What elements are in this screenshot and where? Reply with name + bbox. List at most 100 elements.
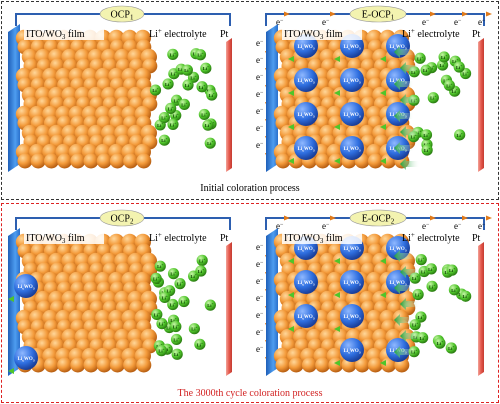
lixwo3-particle xyxy=(294,102,318,126)
panel-ocp2: OCP2 LixWO3 LixWO3 ITO/WO3 film Li+ electrol… xyxy=(8,209,232,376)
li-inserted-wedge xyxy=(288,326,294,332)
li-ion-label: Li+ xyxy=(184,67,190,73)
electron-label: e− xyxy=(478,17,486,27)
li-ion-label: Li+ xyxy=(451,287,457,293)
electron-label: e− xyxy=(256,123,264,133)
wo3-particle xyxy=(96,153,112,169)
li-migration-arrow xyxy=(394,250,414,262)
li-ion xyxy=(196,254,208,266)
electron-label: e− xyxy=(276,17,284,27)
li-ion xyxy=(156,318,168,330)
li-ion xyxy=(454,129,466,141)
li-ion-label: Li+ xyxy=(190,273,196,279)
ito-substrate xyxy=(266,228,278,376)
wo3-particle xyxy=(136,153,152,169)
lixwo3-label: LixWO3 xyxy=(17,357,34,363)
li-ion-label: Li+ xyxy=(170,317,176,323)
li-inserted-wedge xyxy=(334,90,340,96)
electron-label: e− xyxy=(256,55,264,65)
wo3-particle xyxy=(315,153,331,169)
pt-label-eocp2: Pt xyxy=(472,233,481,244)
lixwo3-label: LixWO3 xyxy=(17,285,34,291)
li-ion xyxy=(445,342,457,354)
ito-substrate xyxy=(266,24,278,172)
li-ion-label: Li+ xyxy=(430,95,436,101)
pt-electrode xyxy=(226,38,232,172)
panel-eocp1: E-OCP1 e− e− e− e− e− e− e− e− e− e− e− e− LixWO3 LixW… xyxy=(256,5,492,172)
electron-label: e− xyxy=(322,17,330,27)
li-ion xyxy=(165,102,177,114)
li-ion xyxy=(167,118,179,131)
li-ion-label: Li+ xyxy=(166,288,172,294)
li-inserted-wedge xyxy=(288,90,294,96)
li-ion-label: Li+ xyxy=(441,54,447,60)
pt-label-ocp1: Pt xyxy=(220,29,229,40)
pt-electrode xyxy=(226,242,232,376)
electron-label: e− xyxy=(422,221,430,231)
film-label-ocp2: ITO/WO3 film xyxy=(26,233,85,245)
bubble-eocp1 xyxy=(349,5,407,23)
panel-eocp2: E-OCP2 e− e− e− e− e− e− e− e− e− e− e− e− LixWO3 LixW… xyxy=(256,209,492,376)
electron-label: e− xyxy=(322,221,330,231)
li-inserted-wedge xyxy=(334,124,340,130)
li-ion-label: Li+ xyxy=(173,112,179,118)
li-ion xyxy=(415,311,427,323)
li-ion-label: Li+ xyxy=(170,51,176,57)
li-ion-label: Li+ xyxy=(170,271,176,277)
caption-initial-coloration: Initial coloration process xyxy=(200,183,300,194)
electron-label: e− xyxy=(256,38,264,48)
li-migration-arrow xyxy=(400,126,420,138)
li-ion xyxy=(420,64,432,76)
li-ion-label: Li+ xyxy=(424,147,430,153)
li-inserted-wedge xyxy=(380,360,386,366)
lixwo3-particle xyxy=(294,68,318,92)
li-ion xyxy=(170,333,183,346)
li-ion-label: Li+ xyxy=(423,132,429,138)
li-ion-label: Li+ xyxy=(418,314,424,320)
li-ion-label: Li+ xyxy=(457,132,463,138)
li-ion-label: Li+ xyxy=(412,322,418,328)
ito-substrate xyxy=(8,24,20,172)
li-migration-arrow xyxy=(394,346,414,358)
electron-label: e− xyxy=(256,293,264,303)
li-migration-arrow xyxy=(394,282,414,294)
li-ion-label: Li+ xyxy=(205,122,211,128)
li-ion xyxy=(414,52,426,64)
li-ion-label: Li+ xyxy=(161,115,167,121)
li-ion-label: Li+ xyxy=(170,302,176,308)
li-inserted-wedge xyxy=(334,56,340,62)
li-ion xyxy=(167,48,179,60)
wo3-particle xyxy=(83,153,99,169)
li-migration-arrow xyxy=(394,46,414,58)
lixwo3-label: LixWO3 xyxy=(297,79,314,85)
li-migration-arrow xyxy=(394,142,414,154)
electron-arrow xyxy=(284,11,290,17)
lixwo3-label: LixWO3 xyxy=(343,45,360,51)
li-ion-label: Li+ xyxy=(207,140,213,146)
li-ion-label: Li+ xyxy=(449,267,455,273)
electron-arrow xyxy=(462,215,468,221)
li-ion-label: Li+ xyxy=(171,71,177,77)
li-ion-label: Li+ xyxy=(181,101,187,107)
lixwo3-label: LixWO3 xyxy=(343,147,360,153)
li-ion-label: Li+ xyxy=(165,81,171,87)
wo3-particle xyxy=(123,153,139,169)
li-ion-label: Li+ xyxy=(168,105,174,111)
li-inserted-wedge xyxy=(8,296,14,302)
wo3-particle xyxy=(57,357,73,373)
li-ion xyxy=(420,129,433,141)
electrolyte-label-eocp1: Li+ electrolyte xyxy=(402,27,460,40)
li-ion-label: Li+ xyxy=(462,70,468,76)
li-ion xyxy=(434,337,446,349)
wo3-particle xyxy=(43,153,59,169)
film-label-bg xyxy=(282,232,362,244)
li-inserted-wedge xyxy=(8,368,14,374)
bubble-label-eocp1: E-OCP1 xyxy=(362,10,395,22)
li-migration-arrow xyxy=(394,314,414,326)
electrolyte-label-ocp2: Li+ electrolyte xyxy=(149,231,207,244)
electron-arrow xyxy=(330,11,336,17)
li-ion xyxy=(181,64,193,76)
li-ion-label: Li+ xyxy=(456,64,462,70)
pt-label-ocp2: Pt xyxy=(220,233,229,244)
